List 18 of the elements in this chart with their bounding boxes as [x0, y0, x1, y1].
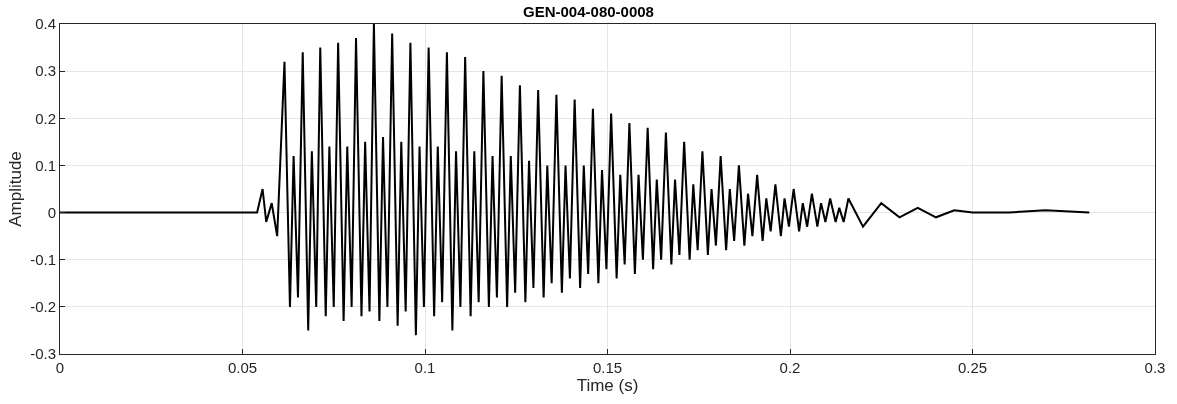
x-tick-label: 0.15 — [592, 359, 623, 376]
y-tick-label: 0.2 — [35, 109, 56, 127]
y-tick-label: 0.3 — [35, 62, 56, 80]
y-tick-label: 0.1 — [35, 156, 56, 174]
y-tick-label: -0.3 — [30, 345, 56, 363]
chart-title: GEN-004-080-0008 — [523, 2, 654, 20]
y-tick-label: 0.4 — [35, 15, 56, 33]
x-tick-label: 0.1 — [414, 359, 436, 376]
x-axis-title: Time (s) — [576, 376, 639, 395]
y-tick-label: 0 — [47, 203, 56, 221]
y-axis-title: Amplitude — [5, 151, 25, 227]
y-tick-label: -0.1 — [30, 250, 56, 268]
x-tick-label: 0.3 — [1144, 359, 1166, 376]
y-tick-label: -0.2 — [30, 298, 56, 316]
x-tick-label: 0.25 — [957, 359, 988, 376]
x-tick-label: 0.05 — [227, 359, 258, 376]
x-tick-label: 0.2 — [779, 359, 801, 376]
line-series — [60, 24, 1091, 337]
